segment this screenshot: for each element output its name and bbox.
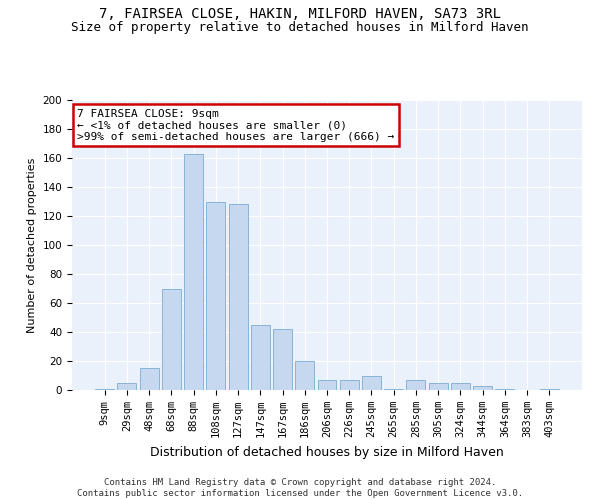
Bar	[451, 383, 470, 390]
Y-axis label: Number of detached properties: Number of detached properties	[27, 158, 37, 332]
Bar	[540, 388, 559, 390]
Bar	[362, 376, 381, 390]
Text: Size of property relative to detached houses in Milford Haven: Size of property relative to detached ho…	[71, 21, 529, 34]
Bar	[496, 388, 514, 390]
Bar	[429, 383, 448, 390]
X-axis label: Distribution of detached houses by size in Milford Haven: Distribution of detached houses by size …	[150, 446, 504, 458]
Bar	[273, 329, 292, 390]
Bar	[140, 368, 158, 390]
Bar	[95, 388, 114, 390]
Bar	[406, 380, 425, 390]
Text: Contains HM Land Registry data © Crown copyright and database right 2024.
Contai: Contains HM Land Registry data © Crown c…	[77, 478, 523, 498]
Text: 7 FAIRSEA CLOSE: 9sqm
← <1% of detached houses are smaller (0)
>99% of semi-deta: 7 FAIRSEA CLOSE: 9sqm ← <1% of detached …	[77, 108, 394, 142]
Bar	[206, 202, 225, 390]
Bar	[384, 388, 403, 390]
Bar	[295, 361, 314, 390]
Bar	[251, 325, 270, 390]
Text: 7, FAIRSEA CLOSE, HAKIN, MILFORD HAVEN, SA73 3RL: 7, FAIRSEA CLOSE, HAKIN, MILFORD HAVEN, …	[99, 8, 501, 22]
Bar	[118, 383, 136, 390]
Bar	[340, 380, 359, 390]
Bar	[229, 204, 248, 390]
Bar	[473, 386, 492, 390]
Bar	[184, 154, 203, 390]
Bar	[317, 380, 337, 390]
Bar	[162, 288, 181, 390]
